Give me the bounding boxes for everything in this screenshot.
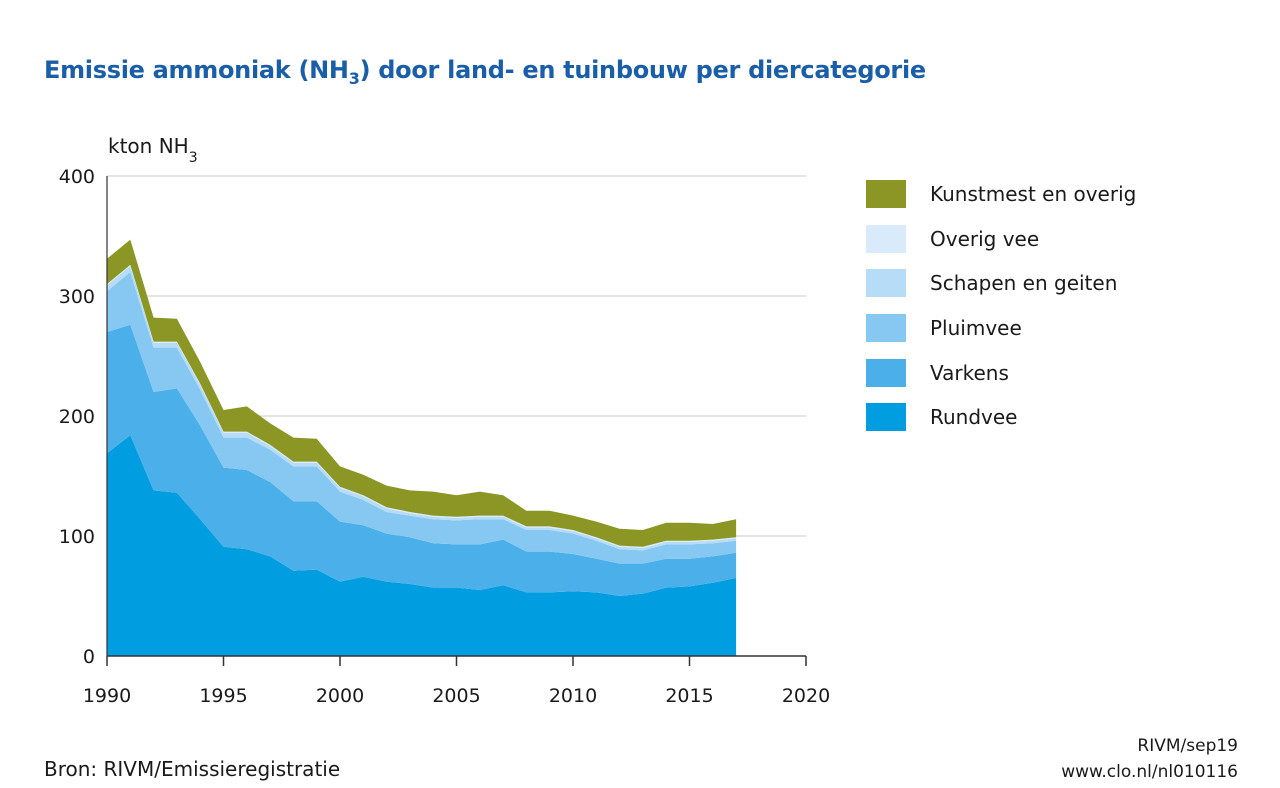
legend: Kunstmest en overig Overig vee Schapen en … — [866, 172, 1136, 440]
x-tick-label-2000: 2000 — [316, 685, 364, 707]
legend-swatch — [866, 314, 906, 343]
legend-label: Schapen en geiten — [930, 271, 1118, 296]
credit-note: RIVM/sep19 www.clo.nl/nl010116 — [1061, 733, 1238, 785]
legend-swatch — [866, 358, 906, 387]
area-rundvee — [107, 435, 737, 656]
legend-label: Varkens — [930, 360, 1009, 385]
credit-line-1: RIVM/sep19 — [1137, 736, 1238, 756]
legend-swatch — [866, 403, 906, 432]
x-tick-label-1995: 1995 — [199, 685, 247, 707]
legend-item-rundvee: Rundvee — [866, 395, 1136, 440]
legend-item-pluimvee: Pluimvee — [866, 306, 1136, 351]
chart-title: Emissie ammoniak (NH3) door land- en tui… — [44, 56, 926, 88]
area-varkens — [107, 324, 737, 596]
legend-item-overig-vee: Overig vee — [866, 217, 1136, 262]
legend-swatch — [866, 269, 906, 298]
legend-item-varkens: Varkens — [866, 350, 1136, 395]
y-tick-label-400: 400 — [59, 166, 95, 188]
y-tick-label-100: 100 — [59, 526, 95, 548]
legend-swatch — [866, 224, 906, 253]
x-tick-label-2010: 2010 — [549, 685, 597, 707]
y-tick-label-0: 0 — [83, 646, 95, 668]
legend-label: Rundvee — [930, 405, 1018, 430]
credit-line-2: www.clo.nl/nl010116 — [1061, 762, 1238, 782]
legend-label: Kunstmest en overig — [930, 182, 1137, 207]
legend-item-kunstmest-en-overig: Kunstmest en overig — [866, 172, 1136, 217]
source-note: Bron: RIVM/Emissieregistratie — [44, 757, 341, 781]
x-tick-label-1990: 1990 — [83, 685, 131, 707]
legend-item-schapen-en-geiten: Schapen en geiten — [866, 261, 1136, 306]
y-axis-label: kton NH3 — [108, 134, 198, 166]
y-tick-label-200: 200 — [59, 406, 95, 428]
legend-label: Pluimvee — [930, 316, 1022, 341]
x-tick-label-2020: 2020 — [782, 685, 830, 707]
x-tick-label-2005: 2005 — [432, 685, 480, 707]
y-tick-label-300: 300 — [59, 286, 95, 308]
legend-swatch — [866, 180, 906, 209]
x-tick-label-2015: 2015 — [665, 685, 713, 707]
legend-label: Overig vee — [930, 226, 1040, 251]
